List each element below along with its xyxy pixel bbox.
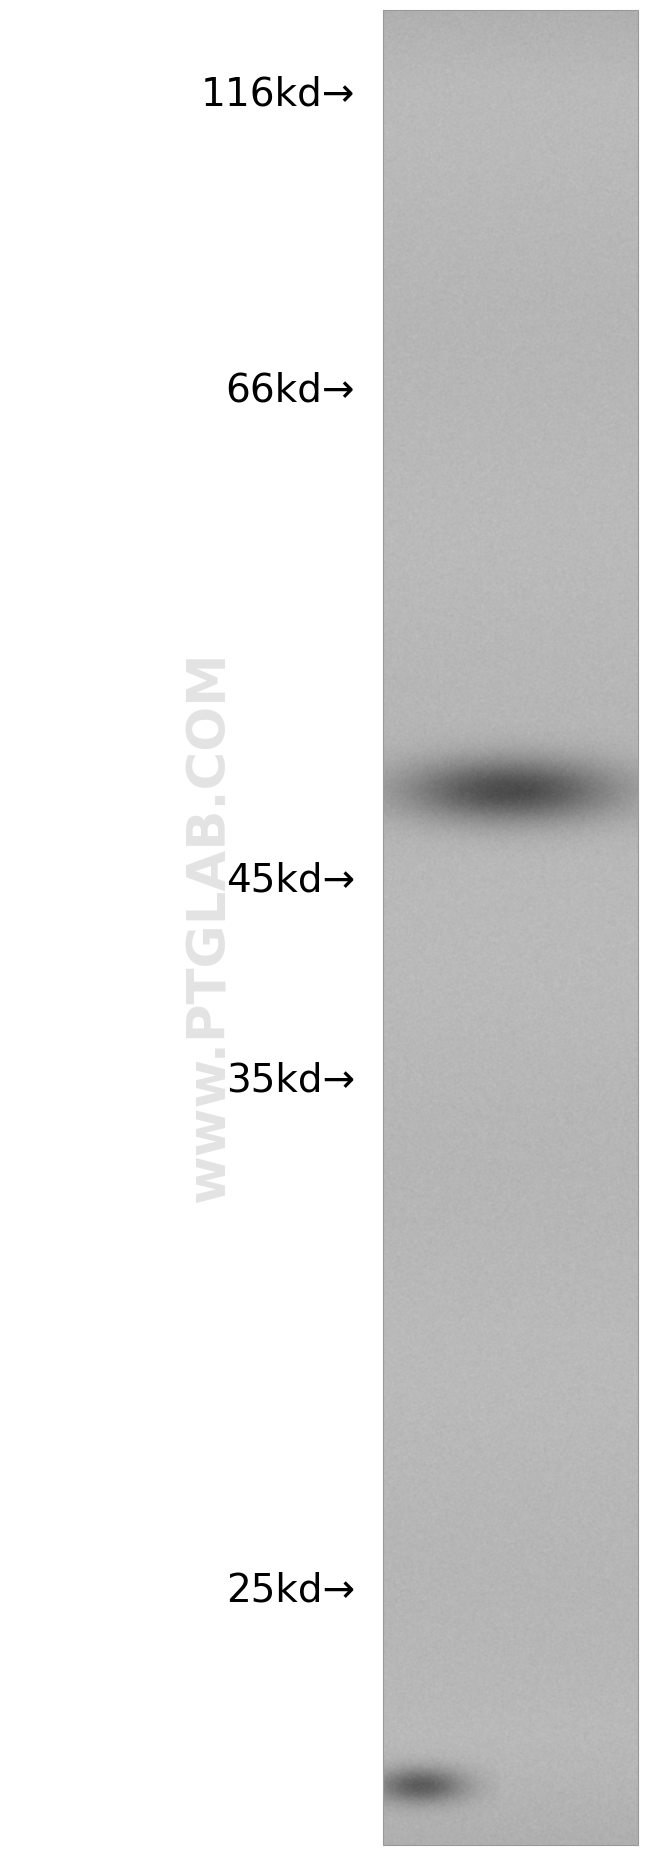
Text: 45kd→: 45kd→ (226, 861, 355, 900)
Text: 66kd→: 66kd→ (226, 371, 355, 408)
Text: 35kd→: 35kd→ (226, 1061, 355, 1098)
Text: www.PTGLAB.COM: www.PTGLAB.COM (184, 651, 236, 1204)
Text: 25kd→: 25kd→ (226, 1571, 355, 1608)
Text: 116kd→: 116kd→ (201, 76, 355, 113)
Bar (383, 9, 638, 1846)
